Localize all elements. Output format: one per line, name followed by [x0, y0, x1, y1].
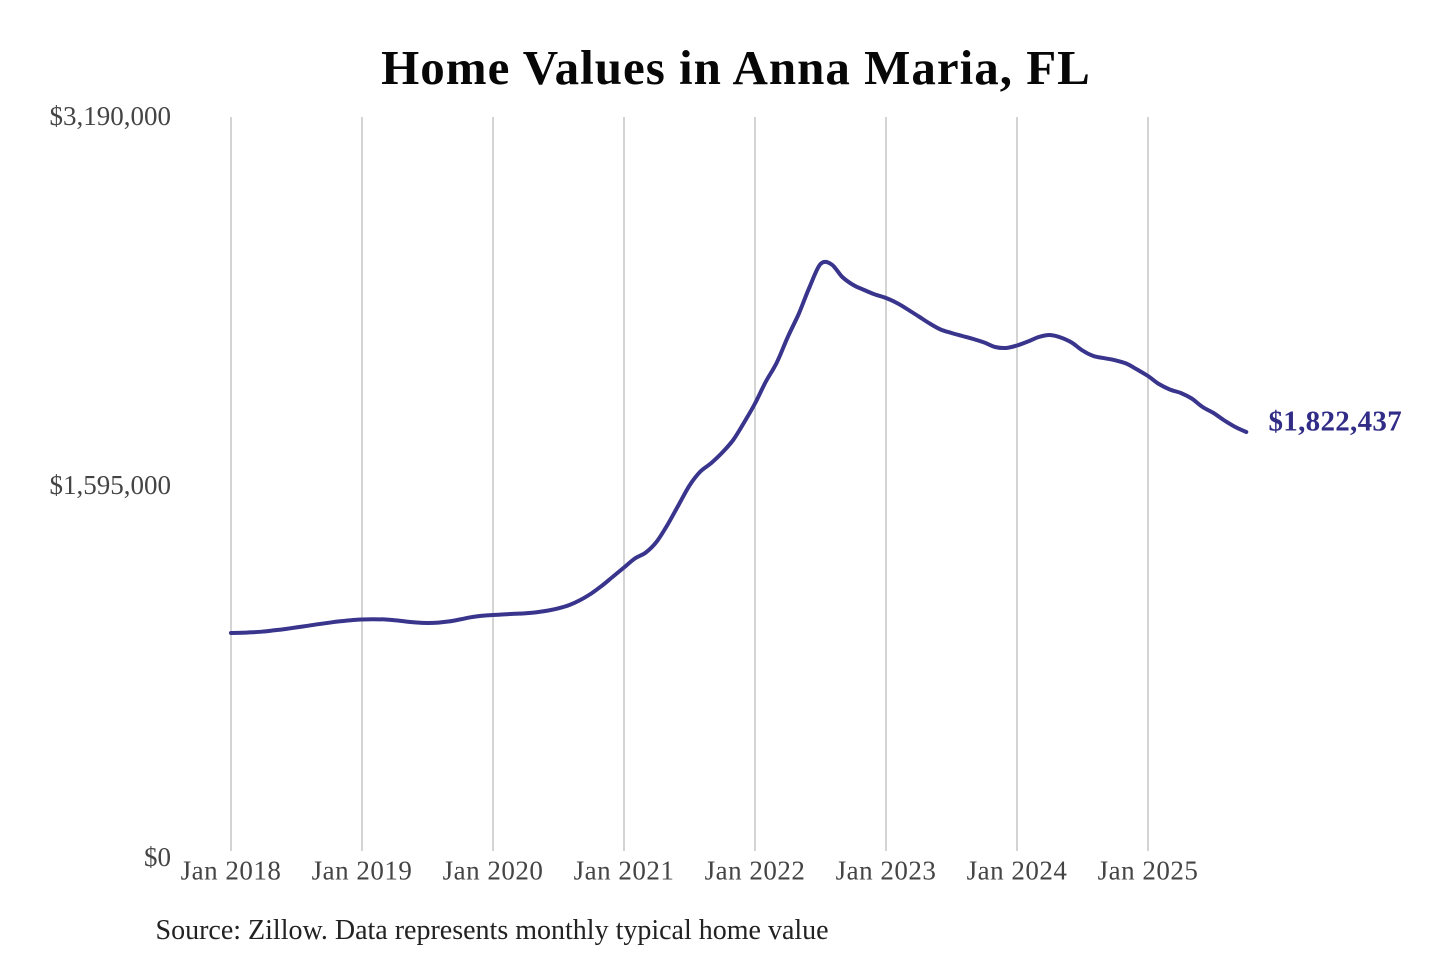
- svg-text:Jan 2020: Jan 2020: [443, 856, 544, 886]
- svg-text:Source: Zillow. Data represent: Source: Zillow. Data represents monthly …: [156, 915, 829, 946]
- svg-text:Jan 2025: Jan 2025: [1098, 856, 1199, 886]
- svg-text:Jan 2024: Jan 2024: [967, 856, 1068, 886]
- svg-text:Jan 2022: Jan 2022: [705, 856, 806, 886]
- svg-text:$0: $0: [144, 842, 171, 872]
- svg-text:$1,822,437: $1,822,437: [1269, 405, 1403, 437]
- svg-text:$3,190,000: $3,190,000: [50, 101, 172, 131]
- svg-text:Jan 2023: Jan 2023: [836, 856, 937, 886]
- svg-text:$1,595,000: $1,595,000: [50, 470, 172, 500]
- svg-text:Jan 2019: Jan 2019: [312, 856, 413, 886]
- svg-text:Jan 2018: Jan 2018: [181, 856, 282, 886]
- svg-text:Jan 2021: Jan 2021: [574, 856, 675, 886]
- svg-text:Home Values in Anna Maria, FL: Home Values in Anna Maria, FL: [381, 40, 1091, 95]
